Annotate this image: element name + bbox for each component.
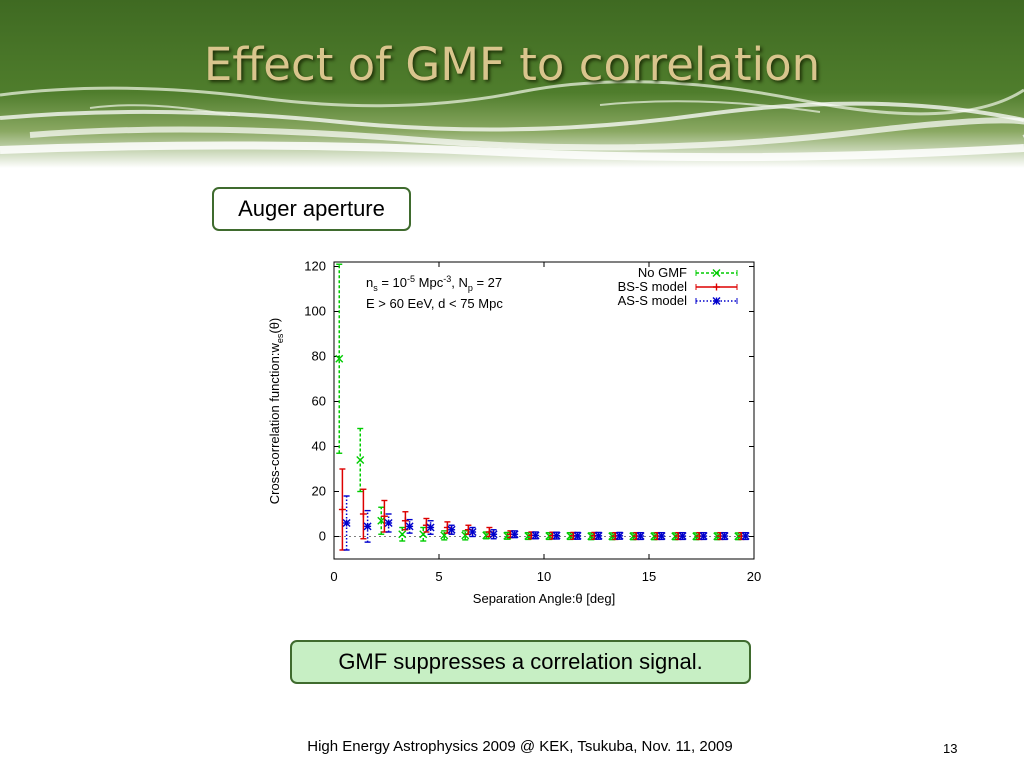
title-banner: Effect of GMF to correlation [0,0,1024,168]
data-point [401,517,409,525]
annotation-line-2: E > 60 EeV, d < 75 Mpc [366,296,503,311]
legend-label: BS-S model [618,279,687,294]
y-tick-label: 60 [312,394,326,409]
y-tick-label: 120 [304,259,326,274]
data-point [594,531,603,540]
data-point [363,522,372,531]
legend-label: No GMF [638,265,687,280]
annotation-line-1: ns = 10-5 Mpc-3, Np = 27 [366,274,502,293]
data-point [342,519,351,527]
series-no-gmf [335,263,743,542]
conclusion-box: GMF suppresses a correlation signal. [290,640,751,684]
footer-text: High Energy Astrophysics 2009 @ KEK, Tsu… [307,738,733,755]
y-tick-label: 80 [312,349,326,364]
x-tick-label: 15 [642,569,656,584]
data-point [657,532,666,541]
aperture-label-box: Auger aperture [212,187,411,231]
legend-marker [713,283,720,291]
legend-label: AS-S model [618,293,687,308]
data-point [380,512,388,520]
data-point [377,516,386,525]
y-tick-label: 0 [319,529,326,544]
x-axis-label: Separation Angle:θ [deg] [473,591,615,606]
legend-marker [712,269,721,277]
y-axis-label: Cross-correlation function:wes(θ) [267,318,285,505]
data-point [510,530,519,539]
data-point [356,456,365,464]
data-point [720,532,729,541]
data-point [447,525,456,534]
data-point [461,531,470,540]
data-point [552,531,561,540]
data-point [615,531,624,540]
data-point [699,532,708,541]
y-tick-label: 20 [312,484,326,499]
series-layer [335,263,750,551]
data-point [573,531,582,540]
slide-title: Effect of GMF to correlation [203,38,821,91]
page-number: 13 [943,741,958,756]
data-point [405,522,414,531]
data-point [482,531,491,540]
correlation-chart: 0 20 40 60 80 100 120 0 5 10 15 20 ns = 10-5 Mpc-3… [267,259,761,607]
series-as-s-model [342,495,750,551]
data-point [468,528,477,536]
data-point [384,519,393,527]
grass-background [0,0,1024,168]
data-point [741,532,750,541]
data-point [335,354,344,363]
y-tick-label: 40 [312,439,326,454]
y-tick-label: 100 [304,304,326,319]
data-point [338,506,346,513]
series-bs-s-model [338,468,745,551]
x-tick-label: 10 [537,569,551,584]
data-point [489,530,498,539]
x-tick-label: 5 [435,569,442,584]
x-tick-label: 20 [747,569,761,584]
x-tick-label: 0 [330,569,337,584]
x-axis: 0 5 10 15 20 [330,262,761,584]
data-point [636,532,645,541]
y-axis: 0 20 40 60 80 100 120 [304,259,754,544]
legend-marker [712,297,721,305]
data-point [359,510,367,518]
data-point [426,523,435,532]
data-point [531,531,540,540]
data-point [678,532,687,541]
data-point [398,530,407,539]
